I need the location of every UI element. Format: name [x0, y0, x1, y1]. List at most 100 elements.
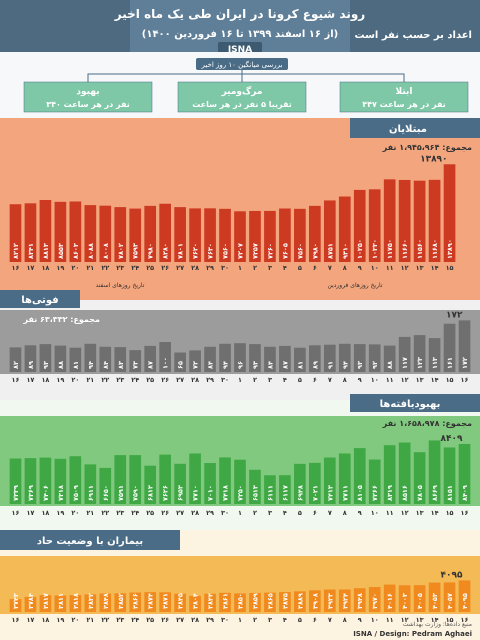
- critical-value-label: ۳۷۴۳: [12, 593, 20, 609]
- deaths-value-label: ۹۱: [326, 361, 334, 369]
- deaths-x-tick: ۲۹: [206, 376, 214, 384]
- deaths-value-label: ۹۴: [87, 361, 95, 369]
- recovered-x-tick: ۲۱: [86, 509, 94, 517]
- infected-x-tick: ۱۴: [431, 264, 439, 272]
- infected-bar: [39, 200, 52, 262]
- recovered-value-label: ۸۱۰۵: [356, 485, 364, 501]
- infected-bar: [174, 207, 186, 262]
- deaths-x-tick: ۶: [313, 376, 317, 384]
- recovered-value-label: ۷۴۱۸: [222, 485, 230, 501]
- recovered-bar: [39, 457, 52, 504]
- recovered-value-label: ۷۲۵۰: [237, 485, 245, 501]
- infected-bar: [219, 208, 231, 262]
- infected-x-tick: ۸: [343, 264, 347, 272]
- critical-value-label: ۴۰۹۵: [461, 593, 469, 609]
- infected-x-tick: ۲۸: [191, 264, 199, 272]
- critical-peak-label: ۴۰۹۵: [441, 570, 463, 580]
- recovered-value-label: ۶۹۱۱: [87, 485, 95, 501]
- summary-box-recovery-value: ۳۴۰ نفر در هر ساعت: [46, 100, 130, 109]
- deaths-value-label: ۸۱: [72, 361, 80, 369]
- deaths-x-tick: ۲۰: [71, 376, 79, 384]
- deaths-value-label: ۱۶۱: [446, 357, 454, 369]
- critical-value-label: ۴۰۱۶: [386, 593, 394, 609]
- deaths-x-tick: ۱۳: [416, 376, 424, 384]
- recovered-x-tick: ۹: [358, 509, 362, 517]
- summary-box-deaths-value: تقریبا ۵ نفر در هر ساعت: [192, 100, 292, 109]
- summary-ribbon-label: بررسی میانگین ۱۰ روز اخیر: [201, 60, 283, 69]
- infected-peak-label: ۱۳۸۹۰: [420, 154, 447, 164]
- critical-value-label: ۳۸۳۲: [87, 593, 95, 609]
- critical-value-label: ۳۸۵۰: [237, 593, 245, 609]
- critical-x-tick: ۱۷: [26, 616, 34, 624]
- critical-value-label: ۳۹۰۸: [311, 593, 319, 609]
- summary-box-infection-value: ۴۴۷ نفر در هر ساعت: [362, 100, 446, 109]
- critical-x-tick: ۱۲: [401, 616, 409, 624]
- infected-bar: [69, 201, 82, 262]
- recovered-bar: [383, 445, 396, 504]
- deaths-x-tick: ۱۷: [26, 376, 34, 384]
- deaths-value-label: ۹۳: [42, 361, 50, 369]
- infected-bar: [24, 203, 37, 262]
- recovered-bar: [99, 467, 112, 504]
- critical-bar: [323, 589, 336, 612]
- infected-x-tick: ۲۵: [146, 264, 154, 272]
- critical-x-tick: ۲: [253, 616, 257, 624]
- deaths-x-tick: ۱۵: [446, 376, 454, 384]
- infected-x-tick: ۶: [313, 264, 317, 272]
- recovered-bar: [159, 454, 171, 504]
- recovered-bar: [129, 455, 142, 504]
- recovered-x-tick: ۱۲: [401, 509, 409, 517]
- critical-bar: [279, 592, 291, 612]
- infected-bar: [99, 205, 112, 262]
- recovered-peak-label: ۸۴۰۹: [441, 434, 463, 444]
- deaths-bar: [39, 344, 52, 372]
- critical-x-tick: ۳۰: [221, 616, 229, 624]
- deaths-x-tick: ۷: [328, 376, 332, 384]
- infected-x-tick: ۲۷: [176, 264, 184, 272]
- summary-box-recovery: بهبود ۳۴۰ نفر در هر ساعت: [23, 81, 153, 113]
- deaths-value-label: ۹۳: [251, 361, 259, 369]
- recovered-x-tick: ۲۷: [176, 509, 184, 517]
- deaths-title-box: [0, 290, 80, 308]
- infected-bar: [9, 204, 22, 262]
- critical-x-tick: ۵: [298, 616, 302, 624]
- critical-bar: [39, 595, 52, 612]
- deaths-x-tick: ۴: [283, 376, 287, 384]
- recovered-x-tick: ۷: [328, 509, 332, 517]
- infected-value-label: ۸۸۱۳: [42, 243, 50, 259]
- recovered-value-label: ۷۶۲۶: [162, 485, 170, 501]
- recovered-value-label: ۷۰۱۰: [207, 485, 215, 501]
- critical-x-tick: ۱۶: [12, 616, 20, 624]
- recovered-value-label: ۷۲۶۶: [371, 485, 379, 501]
- deaths-value-label: ۱۱۷: [401, 357, 409, 369]
- critical-bar: [234, 593, 246, 612]
- infected-x-tick: ۲۰: [71, 264, 79, 272]
- deaths-bar: [129, 350, 142, 372]
- critical-value-label: ۳۸۶۵: [266, 593, 274, 609]
- infected-bar: [353, 189, 366, 262]
- infected-x-tick: ۱۶: [12, 264, 20, 272]
- infected-value-label: ۱۱۶۸۰: [431, 239, 439, 259]
- recovered-value-label: ۸۴۰۹: [461, 485, 469, 501]
- deaths-bar: [458, 320, 471, 372]
- critical-value-label: ۳۸۵۹: [251, 593, 259, 609]
- recovered-bar: [413, 452, 426, 504]
- critical-chart: ۳۷۴۳۱۶۳۷۸۴۱۷۳۸۱۷۱۸۳۸۱۱۱۹۳۸۱۸۲۰۳۸۳۲۲۱۳۸۴۸…: [9, 570, 471, 624]
- infected-value-label: ۸۳۴۱: [27, 243, 35, 259]
- critical-x-tick: ۲۳: [116, 616, 124, 624]
- recovered-value-label: ۶۵۱۳: [251, 485, 259, 501]
- deaths-value-label: ۷۲: [192, 361, 200, 369]
- infected-x-tick: ۷: [328, 264, 332, 272]
- deaths-x-tick: ۱۱: [386, 376, 394, 384]
- critical-x-tick: ۱۹: [56, 616, 64, 624]
- deaths-bar: [144, 345, 157, 372]
- recovered-bar: [294, 463, 306, 504]
- critical-bar: [219, 592, 231, 612]
- infected-bar: [398, 179, 411, 262]
- deaths-bar: [99, 346, 112, 372]
- critical-value-label: ۳۸۶۶: [132, 593, 140, 609]
- recovered-bar: [204, 463, 216, 504]
- recovered-bar: [24, 458, 37, 504]
- recovered-x-tick: ۲۸: [191, 509, 199, 517]
- critical-bar: [54, 595, 67, 612]
